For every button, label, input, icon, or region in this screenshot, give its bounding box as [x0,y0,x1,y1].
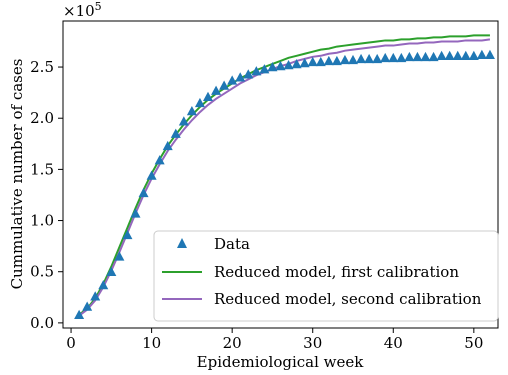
y-tick-label: 2.0 [30,109,54,127]
data-point-week-49 [460,50,471,61]
data-point-week-31 [315,56,326,67]
y-axis-label: Cummulative number of cases [8,59,26,290]
data-point-week-27 [283,60,294,70]
x-axis: 0 10 20 30 40 50 [66,328,483,352]
data-point-week-24 [259,64,270,74]
data-point-week-13 [170,128,181,138]
data-point-week-17 [203,91,213,101]
x-tick-label: 20 [223,334,242,352]
data-point-week-42 [404,51,415,62]
legend: Data Reduced model, first calibration Re… [153,230,499,322]
data-point-week-19 [219,80,230,90]
data-point-week-40 [388,52,399,63]
x-tick-label: 10 [142,334,161,352]
legend-label-second-calibration: Reduced model, second calibration [214,290,482,308]
x-tick-label: 0 [66,334,76,352]
data-point-week-48 [452,50,463,61]
y-axis: 0.0 0.5 1.0 1.5 2.0 2.5 [30,58,63,332]
data-point-week-28 [291,58,302,69]
data-point-week-30 [307,56,318,67]
data-point-week-16 [194,97,205,108]
data-point-week-6 [114,251,125,261]
data-point-week-34 [339,54,350,65]
y-scale-multiplier: ×105 [63,0,102,20]
y-tick-label: 0.0 [30,314,54,332]
data-point-week-2 [82,301,93,311]
y-tick-label: 2.5 [30,58,54,76]
data-point-week-47 [444,50,455,61]
data-point-week-18 [211,85,222,95]
data-point-week-14 [178,116,189,126]
legend-entry-first-calibration: Reduced model, first calibration [162,263,459,281]
data-point-week-9 [138,187,149,198]
data-point-week-26 [275,61,286,71]
data-point-week-43 [412,51,423,62]
series-line-reduced-model-second-calibration [78,38,491,317]
data-point-week-50 [468,50,479,61]
data-point-week-3 [90,291,101,301]
legend-box [153,230,499,322]
data-point-week-32 [323,55,334,66]
data-point-week-5 [106,266,117,276]
legend-entry-data: Data [177,235,250,253]
data-point-week-38 [372,53,383,64]
data-point-week-51 [476,49,487,60]
data-point-week-35 [348,54,358,65]
data-point-week-37 [364,53,375,64]
data-point-week-41 [396,52,407,63]
data-point-week-21 [235,72,246,82]
x-tick-label: 50 [464,334,483,352]
x-axis-label: Epidemiological week [197,353,365,371]
y-tick-label: 1.5 [30,160,54,178]
legend-triangle-marker [177,238,187,248]
data-point-week-33 [331,55,342,66]
y-tick-label: 1.0 [30,212,54,230]
data-point-week-15 [186,106,197,116]
y-scale-base: ×10 [63,2,95,20]
data-point-week-36 [356,53,367,64]
y-tick-label: 0.5 [30,263,54,281]
legend-entry-second-calibration: Reduced model, second calibration [162,290,482,308]
data-point-week-25 [267,62,278,72]
data-point-week-7 [122,229,133,240]
data-point-week-45 [428,51,439,62]
data-point-week-10 [146,170,157,180]
data-point-week-39 [380,52,391,63]
x-tick-label: 40 [384,334,403,352]
data-point-week-12 [162,140,173,151]
data-point-week-46 [436,50,447,61]
data-point-week-22 [243,69,254,79]
data-point-week-4 [98,280,109,290]
legend-label-data: Data [214,235,250,253]
data-point-week-8 [130,208,141,218]
data-point-week-1 [74,309,85,319]
series-line-reduced-model-first-calibration [78,34,490,316]
data-point-week-11 [154,155,165,165]
plot-area [74,34,495,319]
data-point-week-29 [299,57,310,68]
plot-frame [62,20,499,329]
data-point-week-23 [251,66,262,76]
legend-label-first-calibration: Reduced model, first calibration [214,263,459,281]
data-point-week-52 [484,49,495,60]
data-point-week-20 [227,75,238,85]
x-tick-label: 30 [303,334,322,352]
y-scale-exponent: 5 [95,0,102,13]
data-point-week-44 [420,51,431,62]
